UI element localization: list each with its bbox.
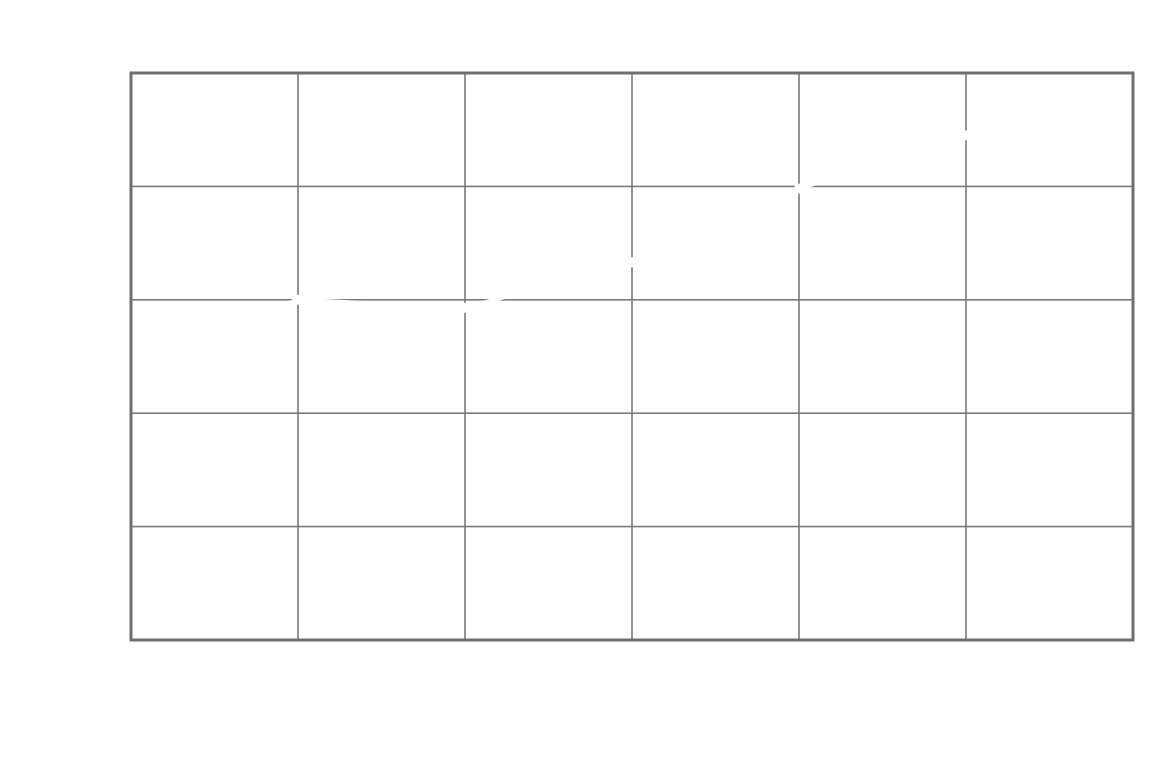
series-point — [293, 294, 303, 305]
series-point — [460, 302, 470, 313]
series-point — [627, 257, 637, 268]
series-point — [961, 130, 971, 141]
grid-lines — [131, 73, 1133, 640]
plot-frame — [129, 71, 1135, 642]
series-point — [794, 183, 804, 194]
